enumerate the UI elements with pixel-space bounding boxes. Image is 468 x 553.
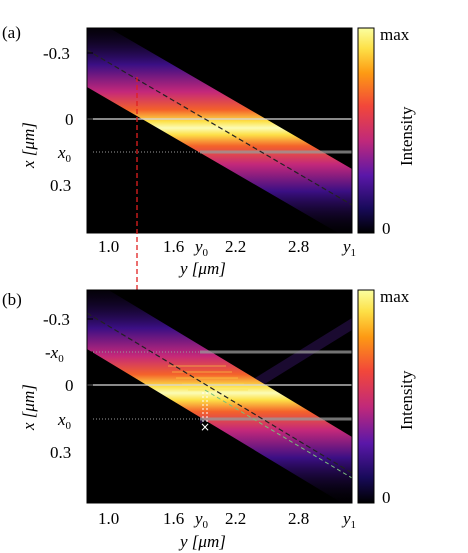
y-tick-label-minus-x0: -x <box>45 343 59 362</box>
colorbar-title: Intensity <box>397 370 416 430</box>
colorbar-title: Intensity <box>397 106 416 166</box>
y-tick-label-x0: x <box>57 143 66 162</box>
delta-t-annotation: Δ <box>193 434 204 453</box>
subscript: 0 <box>66 420 72 432</box>
subscript: 0 <box>58 353 64 365</box>
panel-b: × -0.3 -x0 0 x0 0.3 1.0 1.6 y0 2.2 2.8 y… <box>2 287 416 551</box>
panel-a: -0.3 0 x0 0.3 1.0 1.6 y0 2.2 2.8 y1 (a) … <box>2 23 416 278</box>
svg-text:x0: x0 <box>57 410 72 432</box>
x-tick-label: 2.8 <box>288 237 309 256</box>
x-axis-label-b: y [μm] <box>178 532 226 551</box>
x-tick-label: 1.0 <box>98 237 119 256</box>
beam-center-dashed-b <box>87 312 352 474</box>
x-tick-label: 2.2 <box>225 509 246 528</box>
x-tick-label: 2.8 <box>288 509 309 528</box>
x-tick-label: 1.6 <box>163 509 184 528</box>
y-axis-label-a: x [μm] <box>19 122 38 169</box>
svg-text:y0: y0 <box>193 509 209 531</box>
y-tick-label: 0 <box>65 110 74 129</box>
x-tick-label: 1.0 <box>98 509 119 528</box>
svg-text:x0: x0 <box>57 143 72 165</box>
x-tick-label: 2.2 <box>225 237 246 256</box>
subscript: t <box>204 444 207 456</box>
x-tick-label-y1: y <box>341 509 351 528</box>
colorbar-min-label: 0 <box>382 219 391 238</box>
colorbar-min-label: 0 <box>382 488 391 507</box>
svg-text:Δt: Δt <box>193 434 207 456</box>
y-tick-label: 0.3 <box>50 443 71 462</box>
svg-text:y0: y0 <box>193 237 209 259</box>
panel-label-b: (b) <box>2 290 22 309</box>
x-axis-label-a: y [μm] <box>178 259 226 278</box>
cross-marker: × <box>200 420 210 434</box>
subscript: 0 <box>203 519 209 531</box>
x-tick-label-y1: y <box>341 237 351 256</box>
y-tick-label-x0: x <box>57 410 66 429</box>
subscript: 0 <box>66 153 72 165</box>
x-tick-label-y0: y <box>193 509 203 528</box>
subscript: 0 <box>203 247 209 259</box>
interference-fringes <box>168 365 248 391</box>
colorbar-max-label: max <box>380 25 410 44</box>
colorbar-max-label: max <box>380 287 410 306</box>
subscript: 1 <box>351 519 357 531</box>
y-tick-label: 0 <box>65 376 74 395</box>
x-tick-label: 1.6 <box>163 237 184 256</box>
x-tick-label-y0: y <box>193 237 203 256</box>
svg-text:-x0: -x0 <box>45 343 64 365</box>
beam-a <box>87 28 352 233</box>
beam-center-dashed-a <box>87 49 352 206</box>
subscript: 1 <box>351 247 357 259</box>
svg-text:y1: y1 <box>341 237 356 259</box>
panel-label-a: (a) <box>2 23 21 42</box>
beam-b <box>87 290 352 503</box>
y-tick-label: -0.3 <box>43 310 70 329</box>
y-tick-label: 0.3 <box>50 176 71 195</box>
colorbar-a <box>357 27 375 234</box>
y-axis-label-b: x [μm] <box>19 384 38 431</box>
y-tick-label: -0.3 <box>43 44 70 63</box>
colorbar-b <box>357 289 375 504</box>
transmitted-dashed-b <box>204 389 352 479</box>
svg-text:y1: y1 <box>341 509 356 531</box>
